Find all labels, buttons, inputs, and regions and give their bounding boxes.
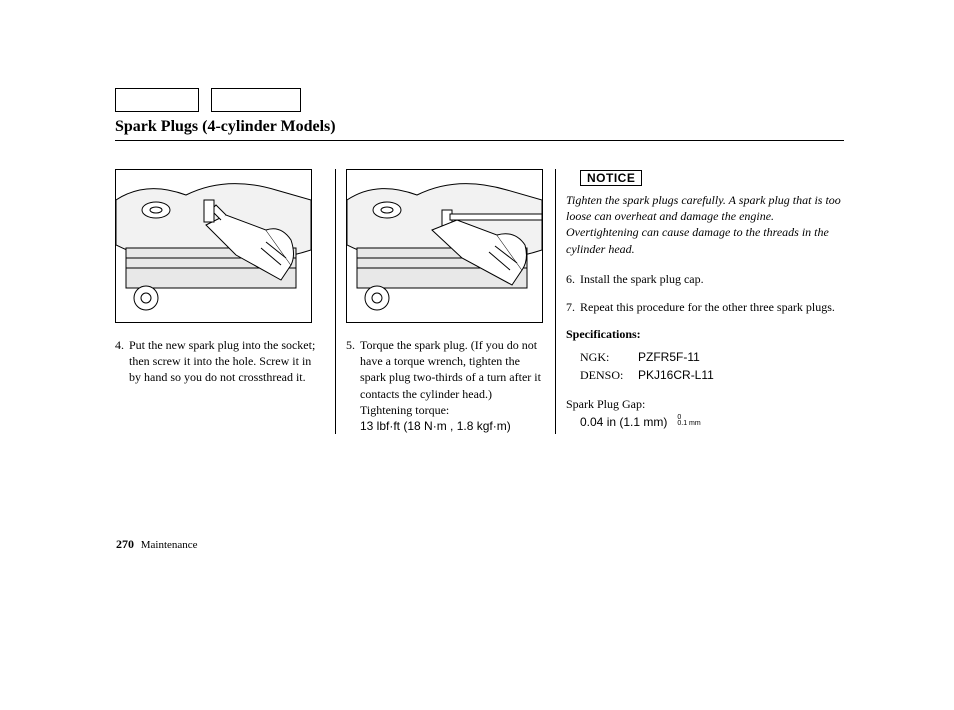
content-columns: 4. Put the new spark plug into the socke…	[115, 169, 844, 434]
spark-plug-gap-label: Spark Plug Gap:	[566, 396, 844, 413]
header-boxes	[115, 88, 844, 112]
gap-tolerance: 0 0.1 mm	[677, 415, 700, 428]
page-number: 270	[116, 537, 134, 551]
column-2: 5. Torque the spark plug. (If you do not…	[335, 169, 555, 434]
spec-row-denso: DENSO: PKJ16CR-L11	[580, 366, 844, 384]
page-title: Spark Plugs (4-cylinder Models)	[115, 118, 844, 141]
column-1: 4. Put the new spark plug into the socke…	[115, 169, 335, 434]
step-5: 5. Torque the spark plug. (If you do not…	[346, 337, 543, 434]
header-box-1	[115, 88, 199, 112]
header-box-2	[211, 88, 301, 112]
illustration-step4	[115, 169, 312, 323]
torque-value: 13 lbf·ft (18 N·m , 1.8 kgf·m)	[360, 419, 511, 433]
denso-value: PKJ16CR-L11	[638, 366, 714, 384]
step-7-number: 7.	[566, 299, 580, 315]
spark-plug-gap-value: 0.04 in (1.1 mm)	[580, 415, 667, 429]
notice-label: NOTICE	[580, 170, 642, 186]
step-5-text: Torque the spark plug. (If you do not ha…	[360, 337, 543, 434]
section-name: Maintenance	[141, 539, 198, 551]
illustration-step5	[346, 169, 543, 323]
page-footer: 270 Maintenance	[116, 537, 198, 552]
specifications-table: NGK: PZFR5F-11 DENSO: PKJ16CR-L11	[580, 348, 844, 384]
spec-row-ngk: NGK: PZFR5F-11	[580, 348, 844, 366]
notice-text: Tighten the spark plugs carefully. A spa…	[566, 192, 844, 257]
gap-tolerance-bottom: 0.1 mm	[677, 421, 700, 427]
engine-torque-illustration-icon	[347, 170, 542, 322]
column-3: NOTICE Tighten the spark plugs carefully…	[555, 169, 844, 434]
step-7-text: Repeat this procedure for the other thre…	[580, 299, 844, 315]
step-6: 6. Install the spark plug cap.	[566, 271, 844, 287]
step-5-body: Torque the spark plug. (If you do not ha…	[360, 338, 541, 417]
page: Spark Plugs (4-cylinder Models)	[0, 0, 954, 710]
step-5-number: 5.	[346, 337, 360, 434]
ngk-label: NGK:	[580, 348, 638, 366]
step-4-number: 4.	[115, 337, 129, 386]
step-4: 4. Put the new spark plug into the socke…	[115, 337, 323, 386]
step-6-text: Install the spark plug cap.	[580, 271, 844, 287]
specifications-heading: Specifications:	[566, 327, 844, 342]
ngk-value: PZFR5F-11	[638, 348, 700, 366]
step-7: 7. Repeat this procedure for the other t…	[566, 299, 844, 315]
engine-illustration-icon	[116, 170, 311, 322]
step-6-number: 6.	[566, 271, 580, 287]
step-4-text: Put the new spark plug into the socket; …	[129, 337, 323, 386]
spark-plug-gap-row: 0.04 in (1.1 mm) 0 0.1 mm	[566, 413, 844, 431]
denso-label: DENSO:	[580, 366, 638, 384]
